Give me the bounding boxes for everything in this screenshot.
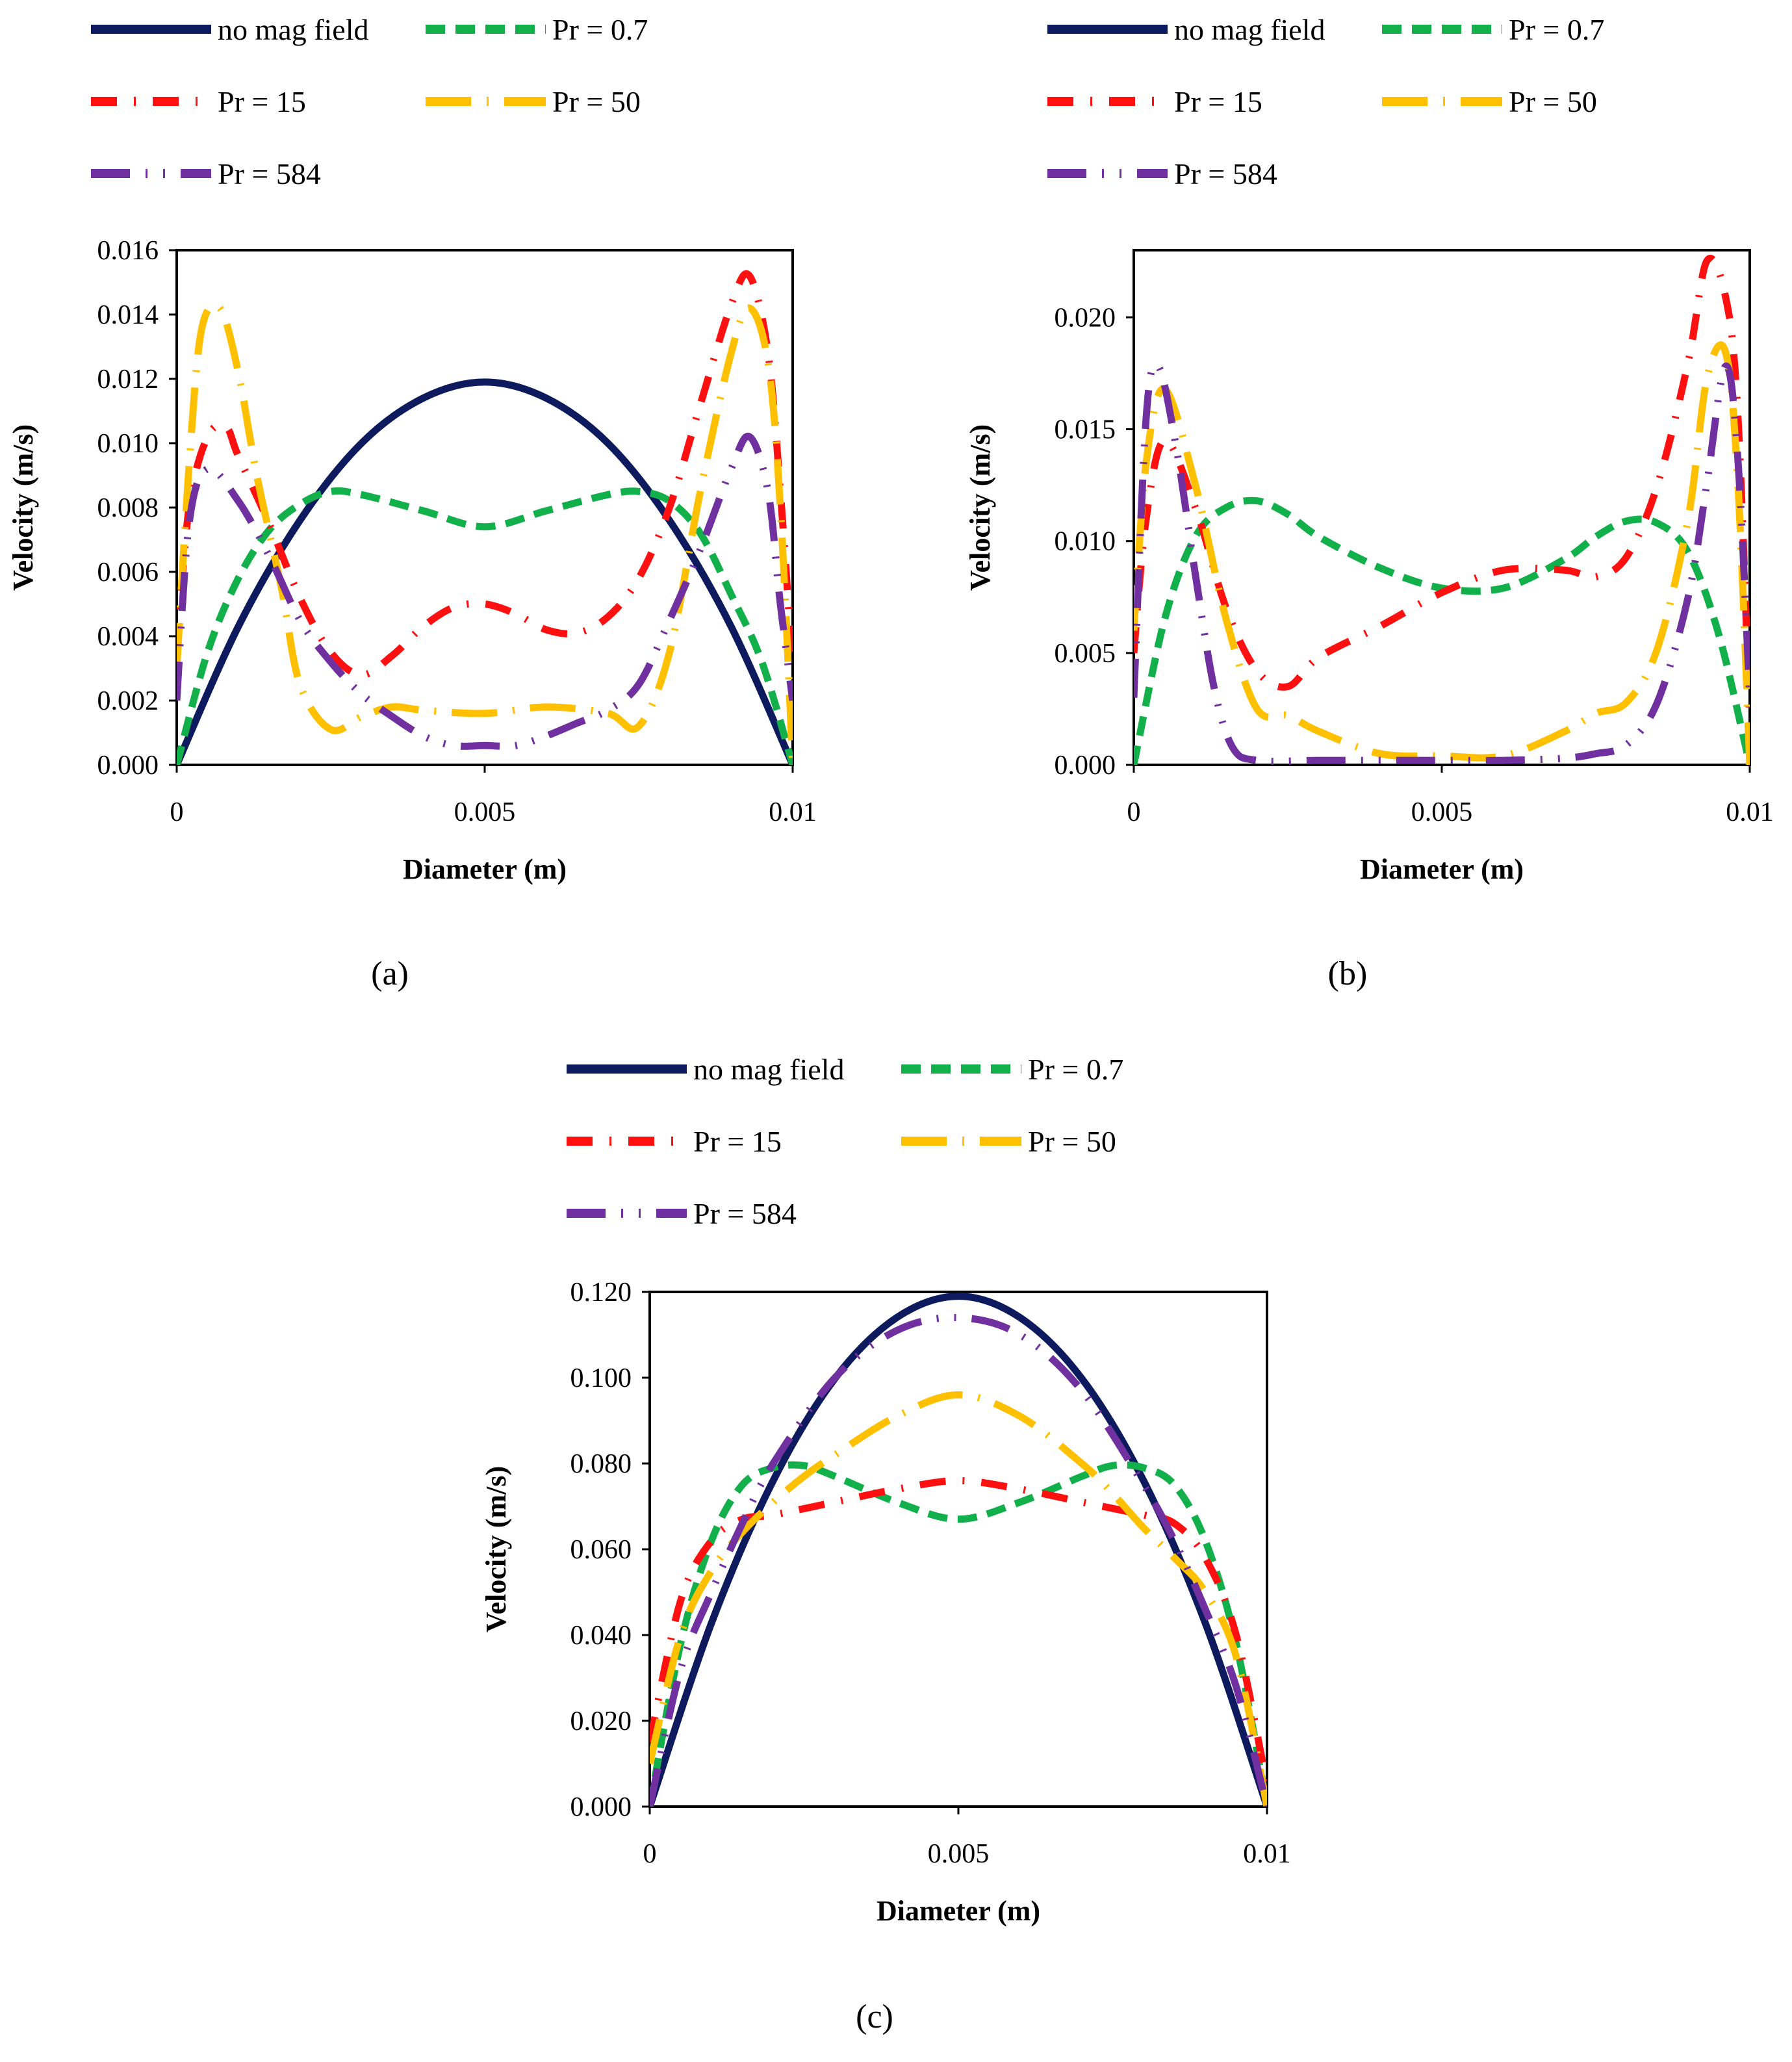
series-line-pr-15 bbox=[177, 270, 793, 678]
y-tick-label: 0.100 bbox=[570, 1363, 632, 1393]
y-tick-label: 0.012 bbox=[97, 365, 159, 394]
y-tick-label: 0.020 bbox=[1055, 303, 1116, 333]
series-line-pr-15 bbox=[1134, 254, 1750, 721]
x-tick-label: 0 bbox=[643, 1839, 657, 1869]
chart-panel-1: 0.0000.0020.0040.0060.0080.0100.0120.014… bbox=[7, 236, 817, 885]
legend-label: Pr = 15 bbox=[1174, 85, 1262, 118]
legend-label: Pr = 15 bbox=[693, 1125, 782, 1158]
y-tick-label: 0.004 bbox=[97, 622, 159, 652]
legend-label: Pr = 584 bbox=[693, 1197, 797, 1230]
x-tick-label: 0.01 bbox=[1243, 1839, 1291, 1869]
legend-label: Pr = 15 bbox=[218, 85, 306, 118]
legend-label: Pr = 0.7 bbox=[1509, 13, 1604, 46]
legend-label: Pr = 50 bbox=[1509, 85, 1597, 118]
chart-panel-3: 0.000 0.020 0.040 0.060 0.080 0.100 0.120 0 0.00… bbox=[480, 1278, 1291, 1927]
series-line-no-mag-field bbox=[177, 378, 793, 765]
y-tick-label: 0.008 bbox=[97, 493, 159, 523]
y-tick-label: 0.000 bbox=[1055, 751, 1116, 780]
legend-label: Pr = 50 bbox=[1028, 1125, 1116, 1158]
panel-label: (c) bbox=[856, 1998, 893, 2035]
legend-label: Pr = 0.7 bbox=[552, 13, 648, 46]
series-line-no-mag-field bbox=[650, 1293, 1267, 1807]
y-tick-label: 0.020 bbox=[570, 1707, 632, 1736]
y-tick-label: 0.010 bbox=[1055, 527, 1116, 557]
y-tick-label: 0.010 bbox=[97, 429, 159, 459]
x-tick-label: 0 bbox=[1127, 797, 1141, 827]
legend-label: Pr = 50 bbox=[552, 85, 641, 118]
series-group bbox=[1134, 254, 1750, 765]
x-tick-label: 0.01 bbox=[1726, 797, 1774, 827]
y-tick-label: 0.000 bbox=[97, 751, 159, 780]
series-line-pr-0-7 bbox=[650, 1461, 1267, 1807]
y-tick-label: 0.005 bbox=[1055, 639, 1116, 669]
legend-label: no mag field bbox=[218, 13, 369, 46]
x-tick-label: 0.01 bbox=[769, 797, 817, 827]
x-tick-label: 0 bbox=[170, 797, 184, 827]
series-group bbox=[650, 1293, 1267, 1807]
series-line-pr-0-7 bbox=[177, 487, 793, 765]
legend-label: Pr = 0.7 bbox=[1028, 1053, 1123, 1086]
y-tick-label: 0.080 bbox=[570, 1449, 632, 1479]
x-tick-label: 0.005 bbox=[1411, 797, 1473, 827]
legend-label: no mag field bbox=[1174, 13, 1325, 46]
series-line-pr-584 bbox=[1134, 361, 1750, 765]
series-line-pr-0-7 bbox=[1134, 496, 1750, 765]
series-line-pr-50 bbox=[177, 301, 793, 765]
y-tick-label: 0.000 bbox=[570, 1792, 632, 1822]
x-tick-label: 0.005 bbox=[928, 1839, 990, 1869]
y-tick-label: 0.016 bbox=[97, 236, 159, 266]
y-tick-label: 0.014 bbox=[97, 300, 159, 330]
series-line-pr-15 bbox=[650, 1476, 1267, 1786]
x-tick-label: 0.005 bbox=[454, 797, 516, 827]
y-tick-label: 0.120 bbox=[570, 1278, 632, 1308]
y-tick-label: 0.002 bbox=[97, 686, 159, 716]
series-line-pr-584 bbox=[650, 1313, 1267, 1807]
legend-2: no mag field Pr = 0.7 Pr = 15 Pr = 50 Pr = 5… bbox=[1047, 13, 1604, 190]
legend-label: Pr = 584 bbox=[1174, 157, 1277, 190]
x-axis-title: Diameter (m) bbox=[403, 853, 567, 885]
panel-label: (a) bbox=[371, 955, 409, 992]
legend-label: Pr = 584 bbox=[218, 157, 321, 190]
y-tick-label: 0.040 bbox=[570, 1621, 632, 1651]
legend-3: no mag field Pr = 0.7 Pr = 15 Pr = 50 Pr = 5… bbox=[567, 1053, 1123, 1230]
series-group bbox=[177, 270, 793, 765]
x-axis-title: Diameter (m) bbox=[877, 1895, 1040, 1927]
x-axis-title: Diameter (m) bbox=[1360, 853, 1524, 885]
y-tick-label: 0.060 bbox=[570, 1535, 632, 1565]
legend-label: no mag field bbox=[693, 1053, 845, 1086]
chart-panel-2: 0.000 0.005 0.010 0.015 0.020 0 0.005 0.01 Diame… bbox=[964, 249, 1774, 885]
y-axis-title: Velocity (m/s) bbox=[480, 1466, 512, 1632]
legend-1: no mag field Pr = 0.7 Pr = 15 Pr = 50 Pr = 5… bbox=[91, 13, 648, 190]
y-tick-label: 0.006 bbox=[97, 558, 159, 587]
panel-label: (b) bbox=[1328, 955, 1368, 992]
y-axis-title: Velocity (m/s) bbox=[964, 424, 996, 591]
series-line-pr-584 bbox=[177, 432, 793, 750]
y-axis-title: Velocity (m/s) bbox=[7, 424, 39, 591]
series-line-pr-50 bbox=[650, 1391, 1267, 1807]
y-tick-label: 0.015 bbox=[1055, 415, 1116, 445]
